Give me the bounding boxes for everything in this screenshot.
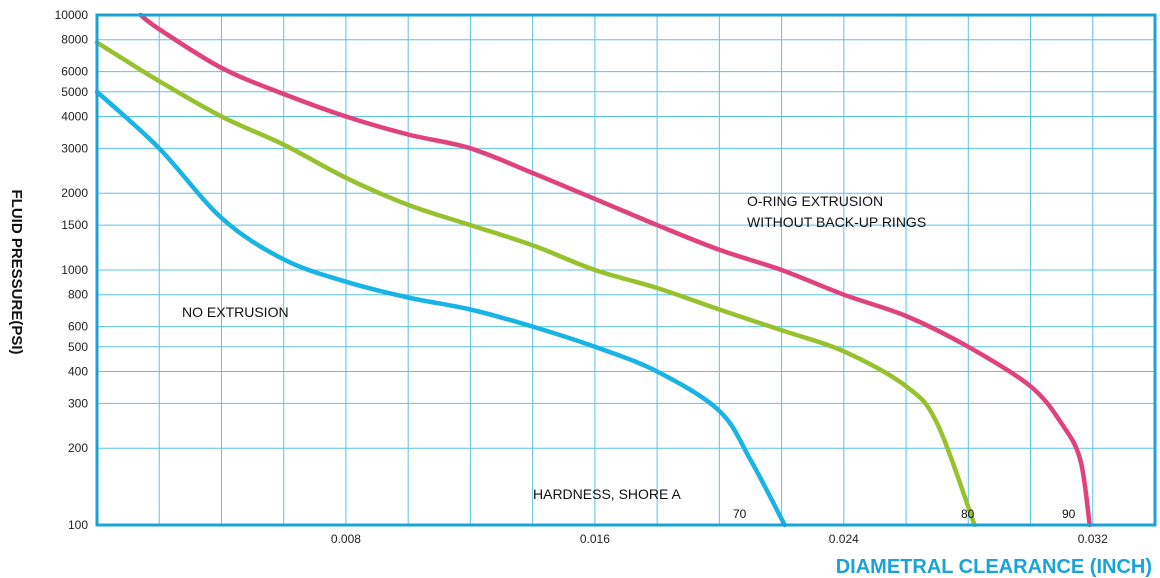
y-tick-label: 6000 [61,65,88,79]
y-tick-label: 1000 [61,263,88,277]
y-tick-label: 1500 [61,218,88,232]
y-tick-label: 10000 [55,8,89,22]
y-tick-label: 100 [68,518,88,532]
y-axis-ticks: 100 200 300 400 500 600 800 1000 1500 2000 3000 400… [55,8,89,532]
annotation-extrusion-line1: O-RING EXTRUSION [747,193,883,209]
y-tick-label: 3000 [61,141,88,155]
x-axis-ticks: 0.008 0.016 0.024 0.032 [331,532,1108,546]
y-tick-label: 200 [68,441,88,455]
y-tick-label: 800 [68,288,88,302]
series-lines [94,12,1092,528]
y-tick-label: 300 [68,396,88,410]
x-tick-label: 0.032 [1078,532,1108,546]
x-tick-label: 0.016 [580,532,610,546]
series-label-80: 80 [961,507,975,521]
y-tick-label: 4000 [61,109,88,123]
y-tick-label: 8000 [61,33,88,47]
series-line-90 [138,12,1092,528]
series-label-70: 70 [733,507,747,521]
series-line-70 [94,89,787,528]
y-tick-label: 400 [68,364,88,378]
annotation-extrusion-line2: WITHOUT BACK-UP RINGS [747,214,926,230]
y-axis-title: FLUID PRESSURE(PSI) [8,189,25,354]
plot-frame [95,13,1157,527]
grid [97,15,1155,525]
y-tick-label: 500 [68,340,88,354]
x-axis-title: DIAMETRAL CLEARANCE (INCH) [836,556,1152,578]
y-tick-label: 2000 [61,186,88,200]
series-line-80 [94,40,977,528]
y-tick-label: 5000 [61,85,88,99]
annotation-no-extrusion: NO EXTRUSION [182,304,289,320]
x-tick-label: 0.024 [829,532,859,546]
series-label-90: 90 [1062,507,1076,521]
y-tick-label: 600 [68,320,88,334]
x-tick-label: 0.008 [331,532,361,546]
annotation-hardness: HARDNESS, SHORE A [533,486,681,502]
